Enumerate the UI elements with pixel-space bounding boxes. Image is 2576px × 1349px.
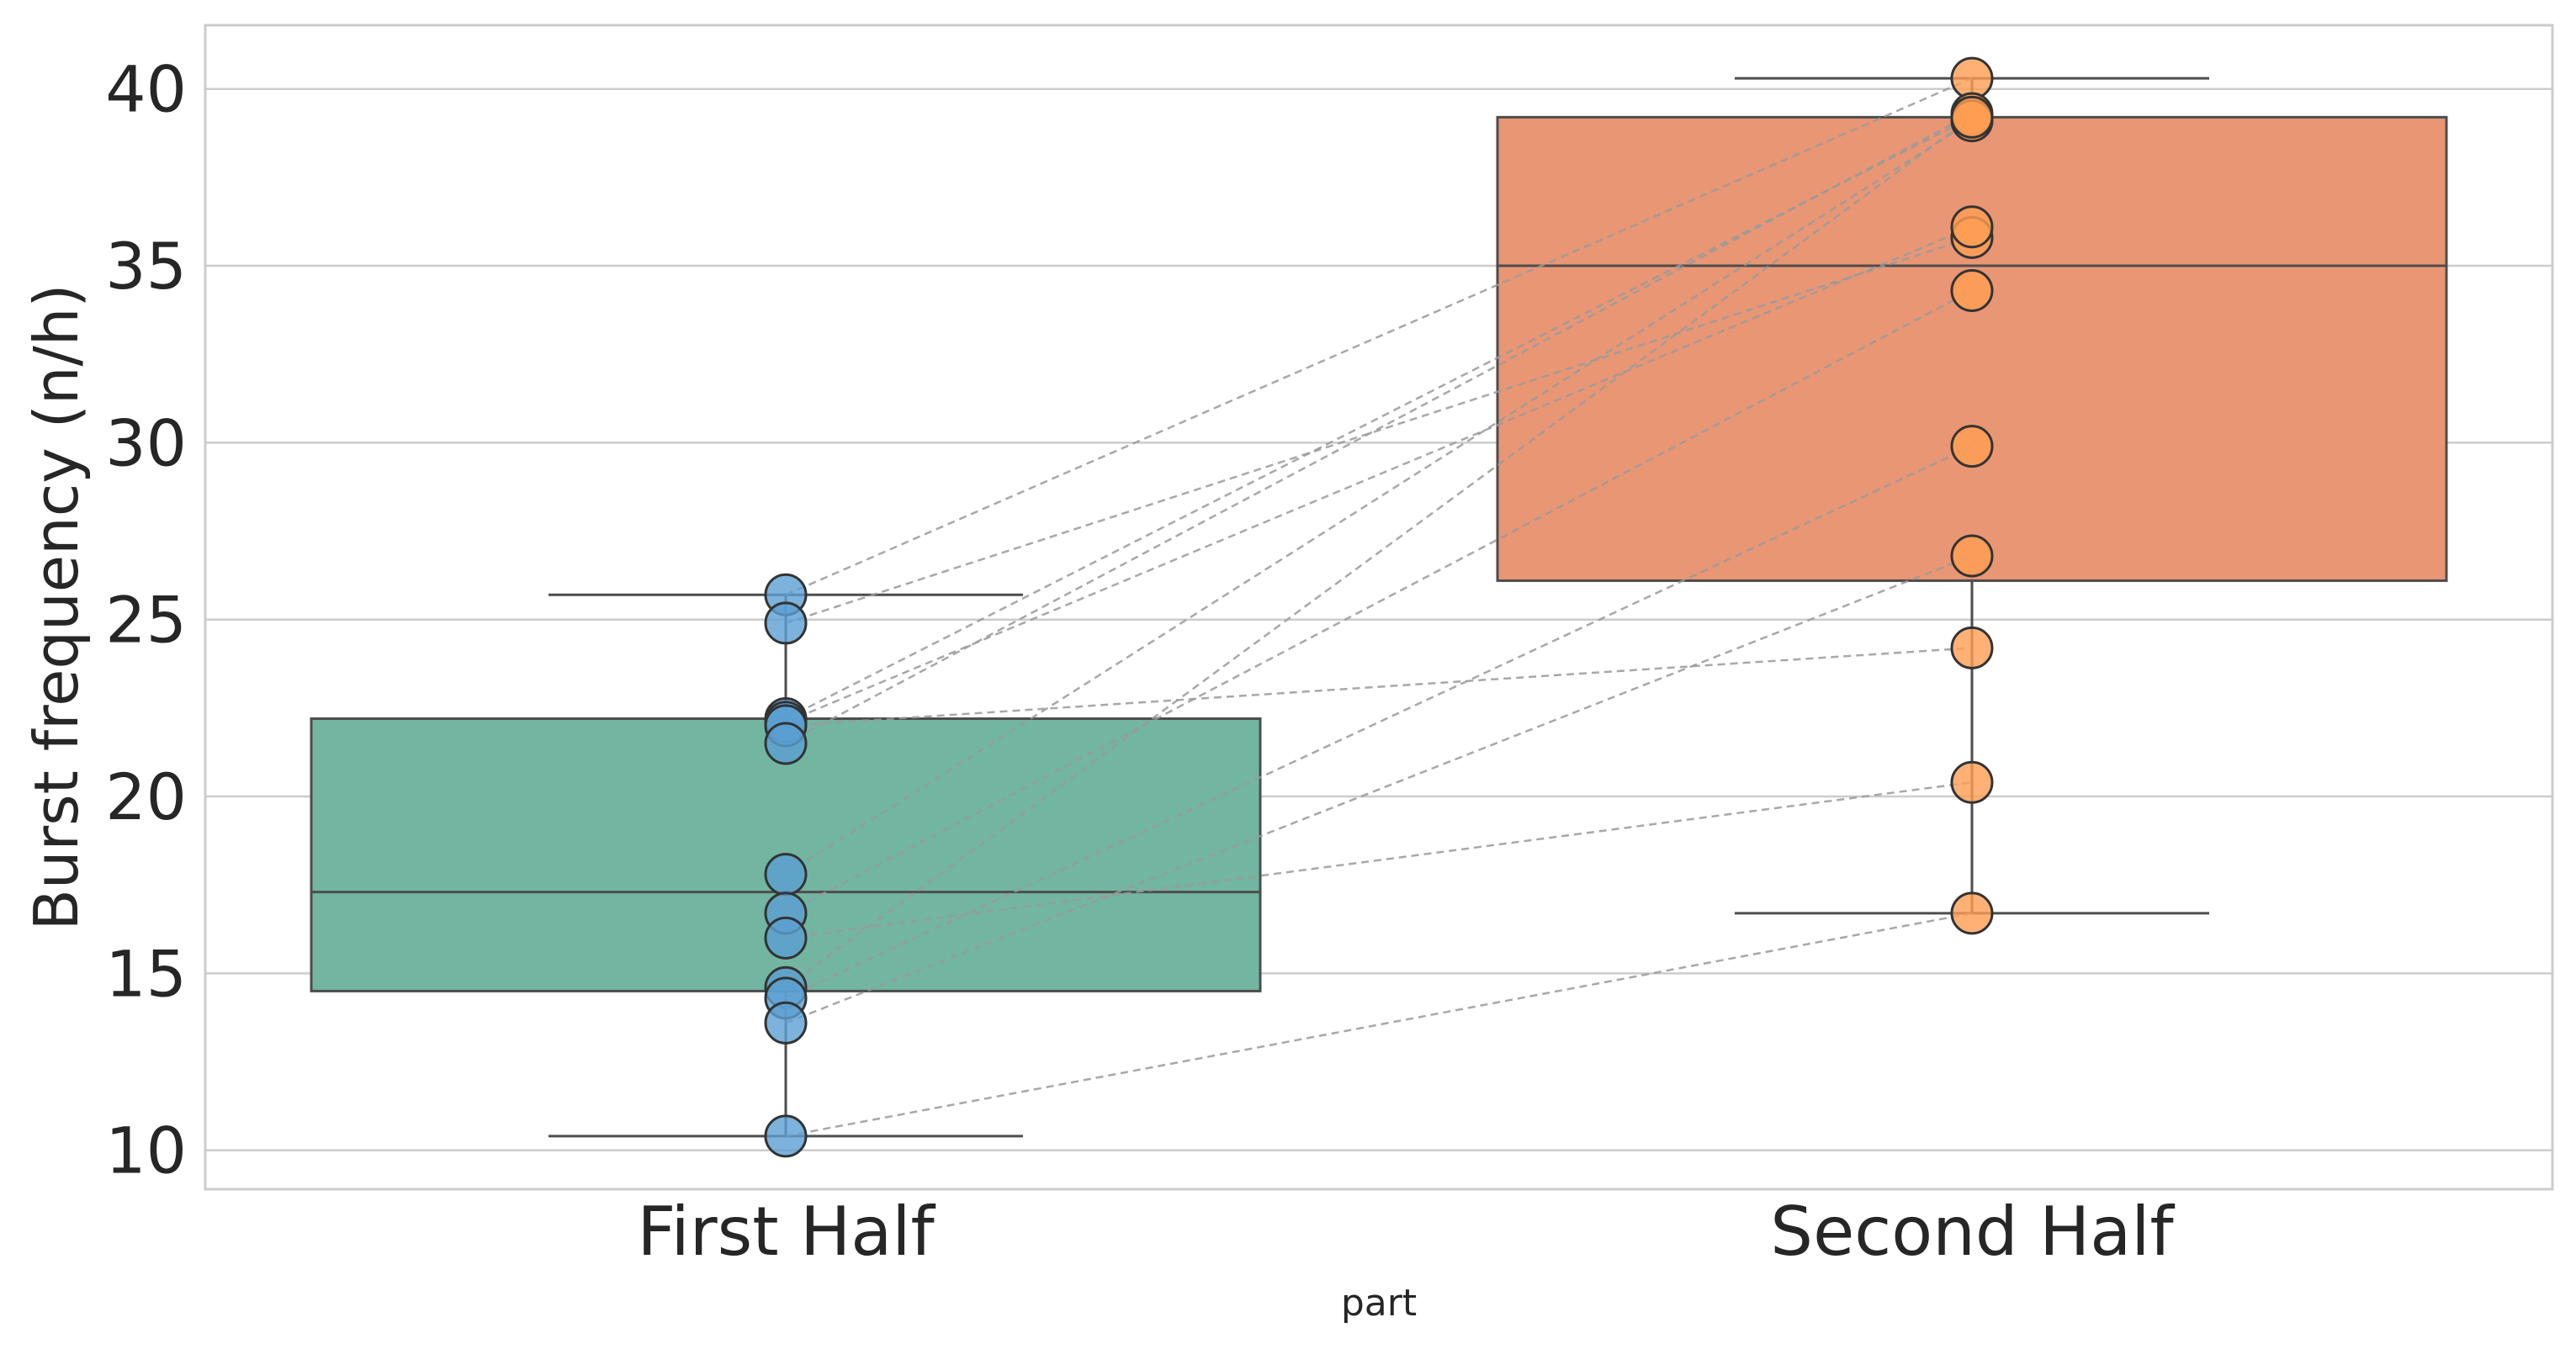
point-first-half — [764, 853, 808, 897]
pair-line — [785, 554, 1973, 1024]
x-tick-label: First Half — [637, 1193, 936, 1271]
pair-line — [785, 236, 1973, 625]
pair-line — [785, 289, 1973, 914]
y-tick-label: 30 — [105, 405, 187, 480]
y-tick-label: 20 — [105, 759, 187, 834]
paired-lines — [785, 77, 1973, 1138]
y-axis-title: Burst frequency (n/h) — [21, 284, 92, 931]
x-axis-title: part — [1341, 1282, 1417, 1325]
y-tick-label: 25 — [105, 583, 187, 658]
pair-line — [785, 647, 1973, 727]
pair-line — [785, 445, 1973, 999]
y-tick-labels: 10 15 20 25 30 35 40 — [105, 52, 187, 1188]
y-tick-label: 10 — [105, 1114, 187, 1188]
x-tick-label: Second Half — [1770, 1193, 2175, 1271]
point-second-half — [1950, 534, 1994, 578]
point-second-half — [1950, 205, 1994, 249]
pair-line — [785, 780, 1973, 939]
point-first-half — [764, 916, 808, 960]
plot-frame — [204, 24, 2554, 1191]
data-points — [764, 56, 1994, 1158]
x-tick-labels: First Half Second Half — [637, 1193, 2175, 1271]
point-second-half — [1950, 760, 1994, 804]
point-second-half — [1950, 626, 1994, 669]
y-tick-label: 40 — [105, 52, 187, 127]
point-second-half — [1950, 425, 1994, 468]
y-tick-label: 35 — [105, 229, 187, 304]
point-second-half — [1950, 269, 1994, 313]
box-iqr — [1496, 115, 2448, 582]
y-tick-label: 15 — [105, 936, 187, 1011]
pair-line — [785, 116, 1973, 989]
point-second-half — [1950, 95, 1994, 139]
pair-line — [785, 77, 1973, 596]
point-first-half — [764, 722, 808, 765]
pair-line — [785, 116, 1973, 720]
point-first-half — [764, 601, 808, 645]
point-second-half — [1950, 891, 1994, 935]
pair-line — [785, 113, 1973, 745]
pair-line — [785, 119, 1973, 876]
point-first-half — [764, 1114, 808, 1158]
point-first-half — [764, 1001, 808, 1045]
